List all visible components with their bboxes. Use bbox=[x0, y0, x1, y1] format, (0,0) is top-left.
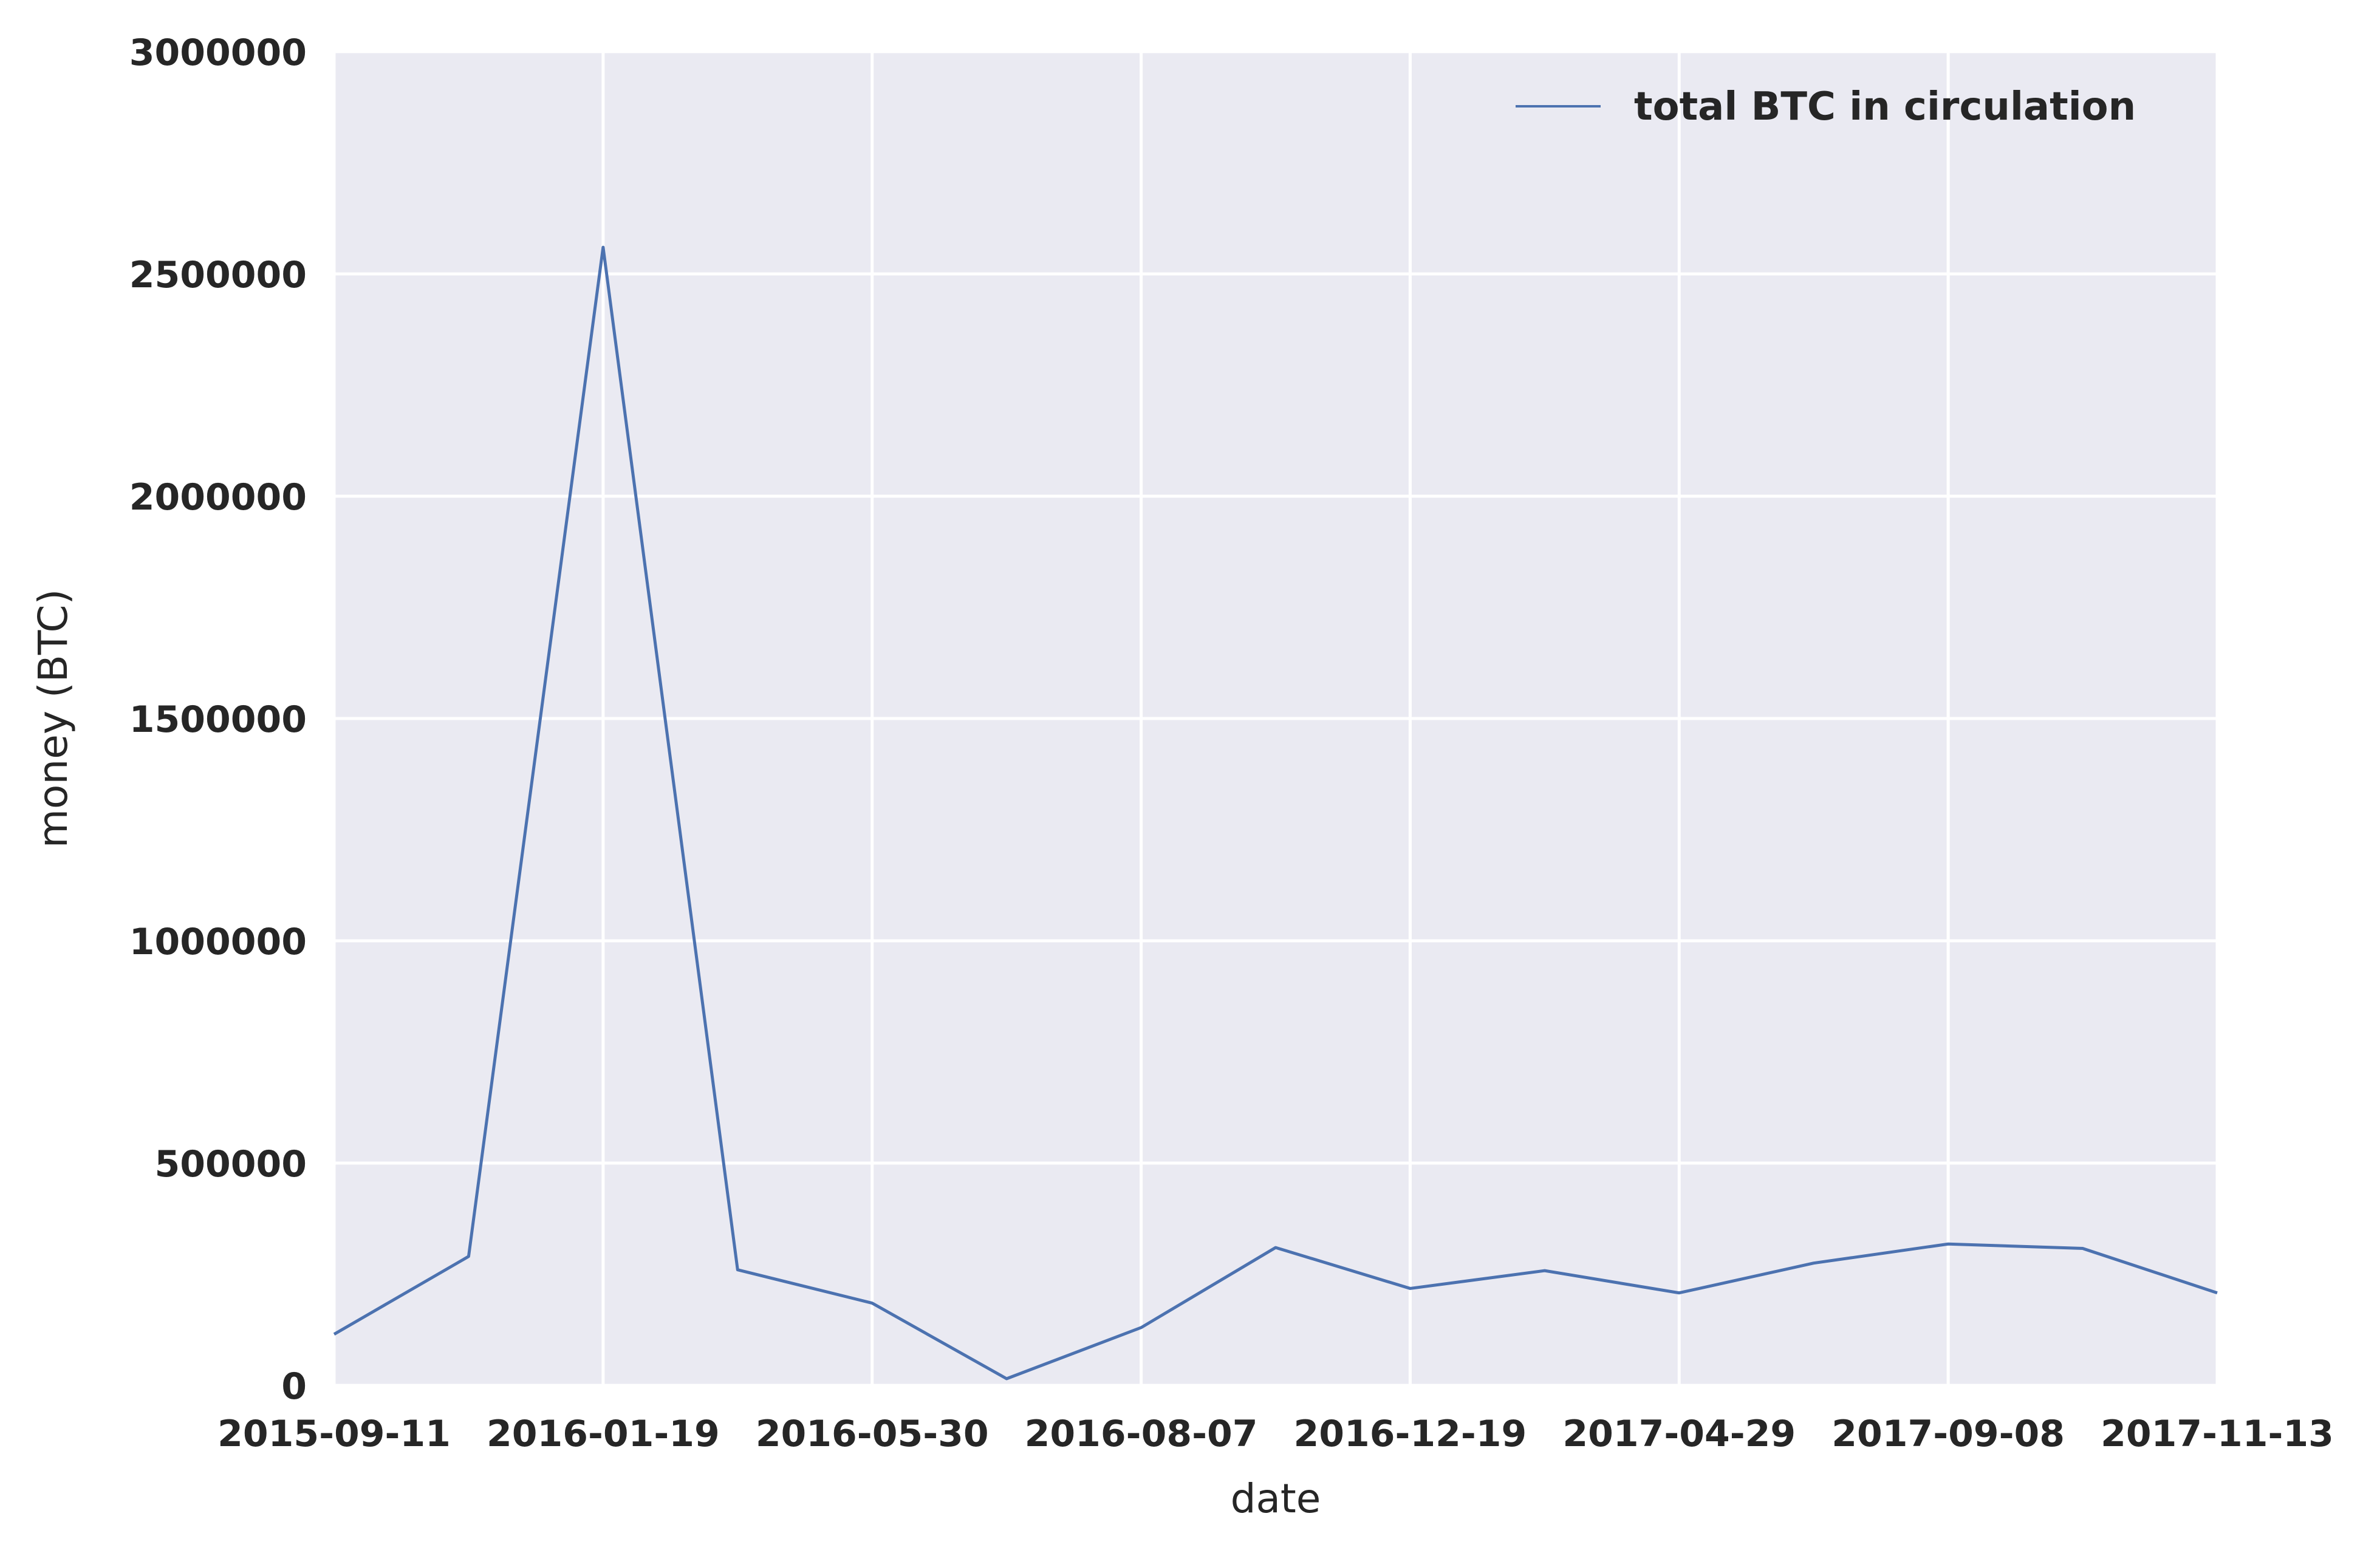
x-tick-label: 2015-09-11 bbox=[217, 1413, 451, 1455]
x-tick-label: 2016-12-19 bbox=[1294, 1413, 1527, 1455]
y-tick-labels: 0 500000 1000000 1500000 2000000 2500000 30000… bbox=[129, 32, 307, 1408]
y-tick-label: 2500000 bbox=[129, 254, 307, 296]
y-tick-label: 0 bbox=[281, 1365, 307, 1408]
x-gridlines bbox=[332, 52, 2219, 1385]
y-tick-label: 1500000 bbox=[129, 698, 307, 741]
x-tick-label: 2016-05-30 bbox=[756, 1413, 989, 1455]
y-axis-label: money (BTC) bbox=[30, 589, 77, 848]
x-tick-label: 2016-08-07 bbox=[1025, 1413, 1258, 1455]
x-tick-labels: 2015-09-11 2016-01-19 2016-05-30 2016-08-07… bbox=[217, 1413, 2334, 1455]
legend: total BTC in circulation bbox=[1516, 84, 2136, 129]
legend-label: total BTC in circulation bbox=[1634, 84, 2136, 129]
x-tick-label: 2016-01-19 bbox=[487, 1413, 720, 1455]
series-lines bbox=[333, 245, 2218, 1381]
x-tick-label: 2017-09-08 bbox=[1831, 1413, 2065, 1455]
y-gridlines bbox=[334, 50, 2217, 1387]
x-tick-label: 2017-04-29 bbox=[1562, 1413, 1796, 1455]
series-line bbox=[333, 245, 2218, 1381]
x-tick-label: 2017-11-13 bbox=[2101, 1413, 2334, 1455]
x-axis-label: date bbox=[1231, 1475, 1321, 1522]
y-tick-label: 3000000 bbox=[129, 32, 307, 74]
y-tick-label: 1000000 bbox=[129, 921, 307, 963]
y-tick-label: 2000000 bbox=[129, 476, 307, 519]
y-tick-label: 500000 bbox=[155, 1143, 307, 1186]
